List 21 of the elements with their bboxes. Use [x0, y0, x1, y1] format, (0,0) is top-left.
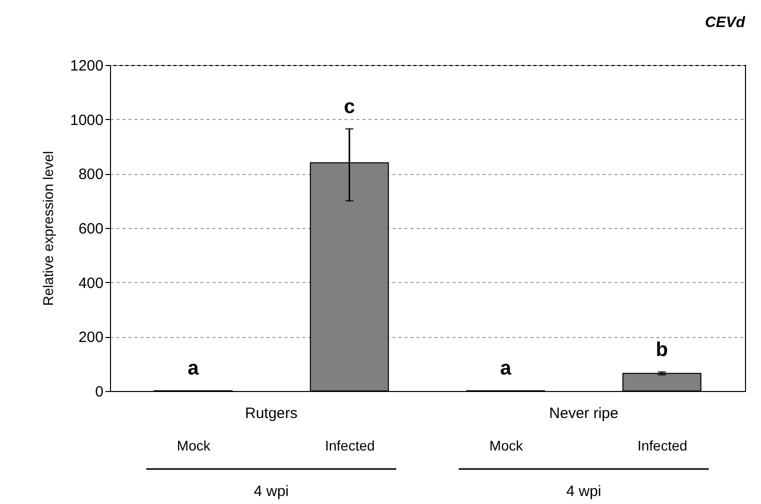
y-tick-label: 800: [78, 166, 104, 184]
y-tick-label: 600: [78, 220, 104, 238]
text: 4 wpi: [254, 483, 289, 500]
data-label: a: [188, 358, 200, 380]
x-tick-label: Mock: [176, 438, 212, 454]
y-tick-label: 200: [78, 329, 104, 346]
data-label: b: [656, 338, 668, 361]
text: Never ripe: [549, 405, 618, 422]
text: Rutgers: [244, 405, 298, 422]
data-label: c: [344, 96, 355, 118]
chart-title: CEVd: [704, 14, 746, 31]
x-tick-label: Infected: [637, 438, 688, 454]
x-tick-label: Mock: [489, 438, 524, 454]
y-tick-label: 1000: [70, 112, 104, 129]
data-label: a: [500, 358, 512, 380]
text: 4 wpi: [566, 483, 602, 500]
y-axis-title: Relative expression level: [40, 151, 56, 306]
y-tick-label: 400: [78, 274, 104, 292]
y-tick-label: 1200: [70, 58, 104, 74]
x-tick-label: Infected: [324, 438, 375, 454]
y-tick-label: 0: [95, 384, 104, 400]
